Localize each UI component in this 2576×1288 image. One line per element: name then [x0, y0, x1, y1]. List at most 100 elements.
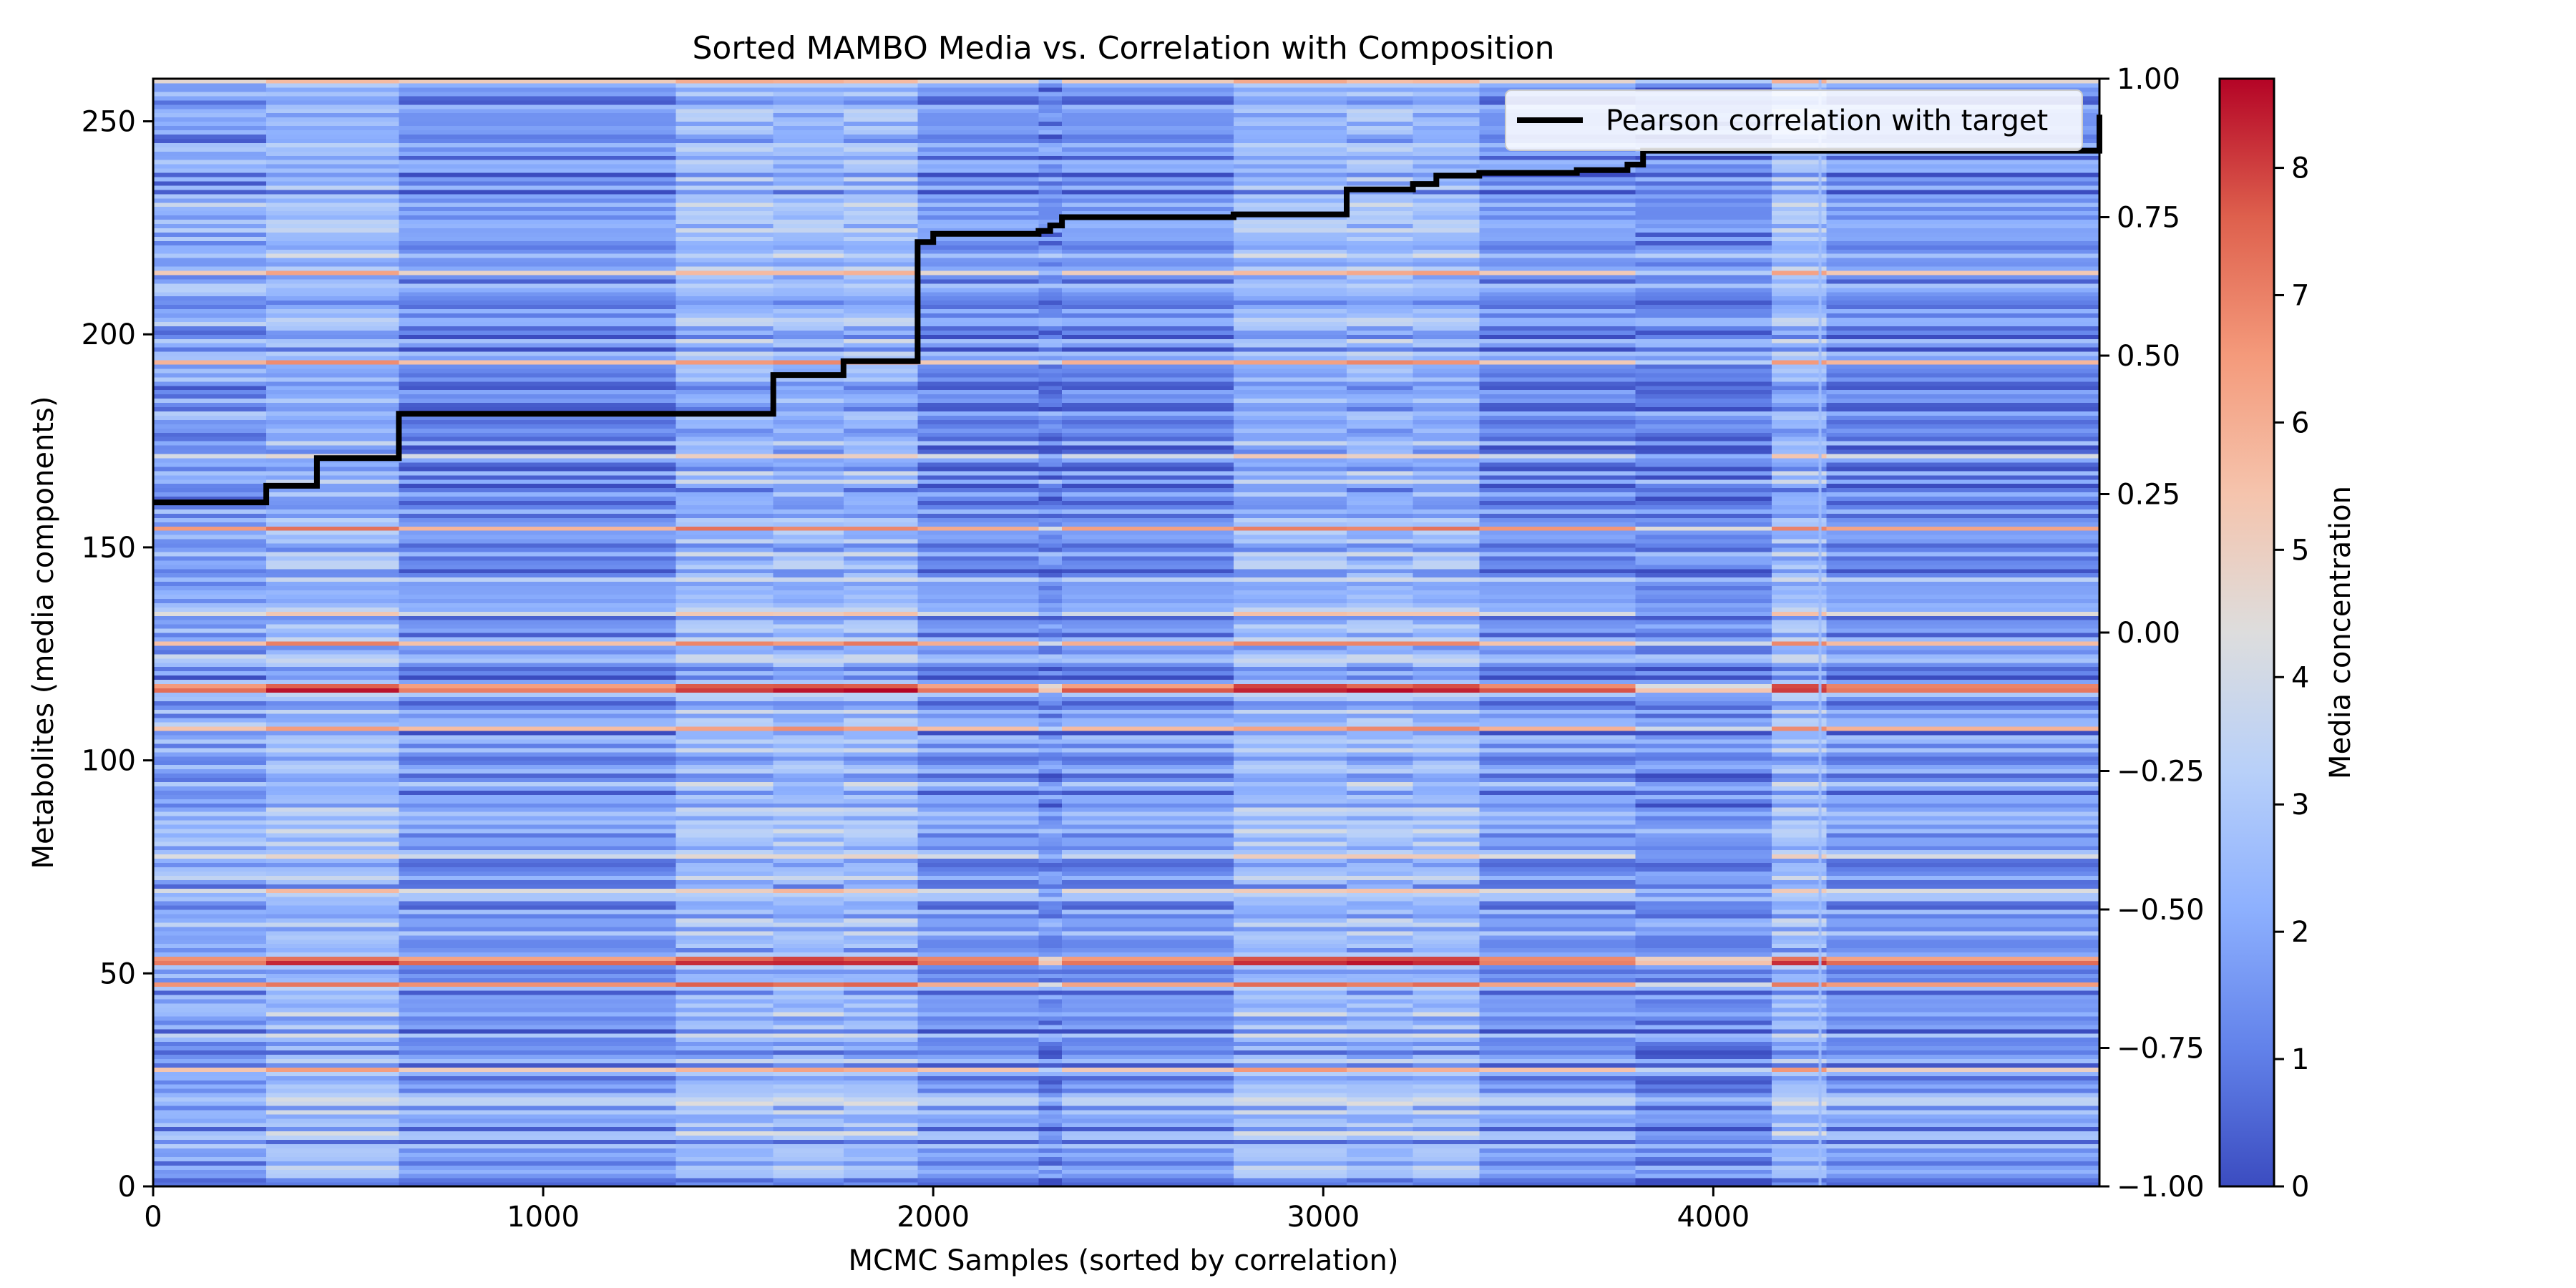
heatmap-cell [399, 828, 677, 834]
heatmap-cell [1062, 973, 1234, 978]
heatmap-cell [1772, 986, 1828, 991]
heatmap-cell [843, 1152, 918, 1157]
heatmap-cell [917, 952, 1039, 957]
heatmap-cell [1233, 722, 1347, 727]
heatmap-cell [917, 897, 1039, 902]
heatmap-cell [153, 990, 267, 995]
heatmap-cell [1826, 1080, 2100, 1085]
heatmap-cell [773, 240, 844, 245]
heatmap-cell [1826, 1148, 2100, 1153]
heatmap-cell [1346, 125, 1414, 131]
heatmap-cell [1062, 172, 1234, 177]
heatmap-cell [773, 611, 844, 616]
heatmap-cell [1413, 155, 1480, 160]
heatmap-cell [1772, 287, 1828, 293]
heatmap-cell [153, 1054, 267, 1059]
heatmap-cell [1062, 509, 1234, 514]
heatmap-cell [1826, 168, 2100, 173]
heatmap-cell [675, 747, 774, 753]
heatmap-cell [1346, 564, 1414, 570]
heatmap-cell [843, 197, 918, 203]
heatmap-cell [1233, 87, 1347, 92]
heatmap-cell [1233, 453, 1347, 459]
heatmap-cell [1413, 555, 1480, 561]
heatmap-cell [1635, 867, 1772, 872]
heatmap-cell [1346, 453, 1414, 459]
heatmap-cell [1479, 572, 1636, 578]
heatmap-cell [1772, 419, 1828, 424]
heatmap-cell [1346, 398, 1414, 404]
heatmap-cell [1346, 82, 1414, 88]
heatmap-cell [1635, 879, 1772, 884]
heatmap-cell [1062, 726, 1234, 731]
heatmap-cell [917, 526, 1039, 531]
heatmap-cell [1772, 462, 1828, 467]
heatmap-cell [266, 240, 400, 245]
heatmap-cell [266, 147, 400, 152]
heatmap-cell [153, 197, 267, 203]
heatmap-cell [1233, 112, 1347, 118]
heatmap-cell [1479, 683, 1636, 688]
heatmap-cell [1635, 649, 1772, 655]
heatmap-cell [1826, 662, 2100, 668]
heatmap-cell [843, 649, 918, 655]
heatmap-cell [1479, 947, 1636, 953]
heatmap-cell [843, 696, 918, 701]
heatmap-cell [1772, 1024, 1828, 1030]
heatmap-cell [1062, 245, 1234, 250]
heatmap-cell [917, 492, 1039, 497]
heatmap-cell [917, 688, 1039, 693]
heatmap-cell [1826, 832, 2100, 838]
heatmap-cell [1479, 535, 1636, 540]
heatmap-cell [266, 308, 400, 314]
heatmap-cell [1413, 811, 1480, 816]
heatmap-cell [843, 718, 918, 723]
heatmap-cell [1346, 598, 1414, 603]
heatmap-cell [917, 777, 1039, 782]
heatmap-cell [1062, 398, 1234, 404]
heatmap-cell [153, 492, 267, 497]
heatmap-cell [1479, 551, 1636, 557]
heatmap-cell [399, 769, 677, 774]
heatmap-cell [1346, 304, 1414, 310]
heatmap-cell [266, 1156, 400, 1161]
heatmap-cell [843, 210, 918, 216]
heatmap-cell [1635, 905, 1772, 910]
heatmap-cell [917, 398, 1039, 404]
heatmap-cell [399, 296, 677, 301]
heatmap-cell [1772, 926, 1828, 932]
heatmap-cell [1826, 862, 2100, 868]
heatmap-cell [266, 1096, 400, 1102]
heatmap-cell [153, 265, 267, 271]
heatmap-cell [917, 811, 1039, 816]
heatmap-cell [773, 649, 844, 655]
heatmap-cell [773, 202, 844, 208]
heatmap-cell [1826, 845, 2100, 851]
heatmap-cell [1062, 368, 1234, 374]
heatmap-cell [1635, 726, 1772, 731]
heatmap-cell [843, 607, 918, 612]
heatmap-cell [1413, 240, 1480, 245]
heatmap-cell [1038, 1174, 1063, 1179]
heatmap-cell [1826, 807, 2100, 812]
heatmap-cell [1635, 385, 1772, 391]
heatmap-cell [1346, 811, 1414, 816]
heatmap-cell [773, 636, 844, 642]
heatmap-cell [1772, 722, 1828, 727]
heatmap-cell [773, 535, 844, 540]
heatmap-cell [773, 1101, 844, 1106]
heatmap-cell [153, 121, 267, 127]
heatmap-cell [399, 283, 677, 288]
heatmap-cell [1413, 867, 1480, 872]
heatmap-cell [266, 764, 400, 770]
heatmap-cell [1479, 287, 1636, 293]
heatmap-cell [1826, 530, 2100, 535]
heatmap-cell [843, 87, 918, 92]
heatmap-cell [1772, 189, 1828, 195]
heatmap-cell [1479, 487, 1636, 493]
heatmap-cell [1346, 947, 1414, 953]
heatmap-cell [1826, 1105, 2100, 1111]
heatmap-cell [675, 1063, 774, 1068]
heatmap-cell [1479, 428, 1636, 433]
heatmap-cell [843, 1011, 918, 1017]
